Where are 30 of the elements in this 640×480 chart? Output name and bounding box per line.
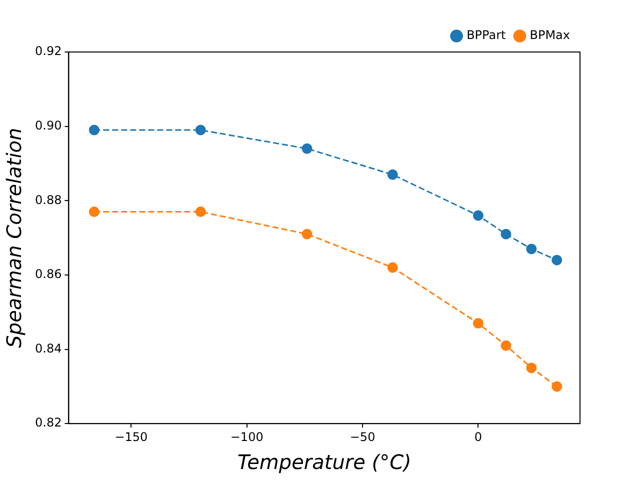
point [88, 124, 100, 136]
legend-label: BPMax [530, 28, 570, 42]
x-tick-label: −100 [230, 430, 264, 444]
point [472, 318, 484, 329]
point [195, 124, 206, 136]
point [526, 362, 537, 374]
y-tick-label: 0.82 [35, 416, 62, 430]
y-tick-label: 0.90 [35, 118, 62, 132]
legend-label: BPPart [466, 28, 506, 42]
point [552, 254, 562, 266]
point [195, 206, 206, 218]
y-tick-label: 0.88 [35, 192, 62, 207]
y-tick-label: 0.84 [35, 341, 62, 356]
point [88, 206, 100, 218]
y-axis-title: Spearman Correlation [2, 128, 26, 348]
point [552, 381, 562, 392]
x-tick-label: −150 [114, 430, 148, 444]
point [302, 228, 312, 240]
point [500, 228, 512, 240]
point [526, 244, 537, 254]
point [387, 262, 398, 273]
y-tick-label: 0.92 [35, 44, 62, 58]
point [387, 169, 398, 180]
x-axis-title: Temperature (°C) [237, 450, 412, 474]
point [500, 340, 512, 351]
point [302, 143, 312, 154]
x-tick-label: 0 [474, 430, 482, 444]
y-tick-label: 0.86 [35, 267, 62, 282]
point [472, 210, 484, 221]
x-tick-label: −50 [350, 430, 376, 444]
